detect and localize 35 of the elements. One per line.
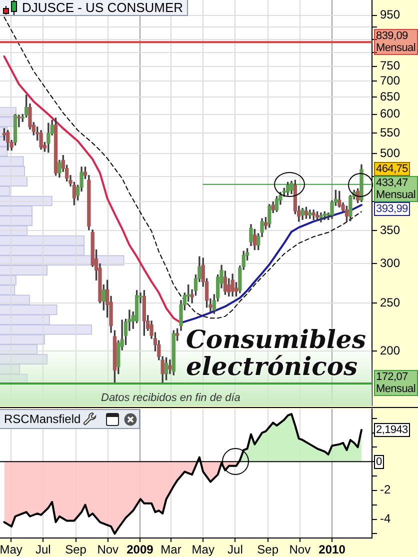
y-tick-label: -4 xyxy=(380,512,391,526)
y-tick-label: 950 xyxy=(380,8,400,22)
y-tick-label: -2 xyxy=(380,482,391,497)
annotation: Consumibles electrónicos xyxy=(186,325,367,381)
y-tick-label: 500 xyxy=(380,146,400,160)
y-tick-label: 350 xyxy=(380,222,400,237)
x-tick-label: Sep xyxy=(257,542,279,557)
ref-line-label: 172,07 Mensual xyxy=(374,370,418,396)
chart-title: RSCMansfield xyxy=(4,411,81,428)
y-tick-label: 300 xyxy=(380,256,400,270)
y-tick-label: 650 xyxy=(380,89,400,104)
x-tick-label: Sep xyxy=(65,542,87,557)
ref-line-label: 839,09 Mensual xyxy=(374,29,418,56)
x-tick-label: Jul xyxy=(228,542,243,557)
x-tick-label: Nov xyxy=(289,542,311,557)
x-tick-label: May xyxy=(192,542,214,557)
x-tick-label: May xyxy=(0,542,22,557)
y-tick-label: 700 xyxy=(380,73,400,88)
annotation: 464,75 xyxy=(374,162,410,176)
x-tick-label: Jul xyxy=(35,542,51,557)
y-tick-label: 600 xyxy=(380,106,400,121)
series-label: 433,47 Mensual xyxy=(374,176,418,202)
ref-line-label: 0 xyxy=(374,454,384,469)
y-tick-label: 750 xyxy=(380,58,400,73)
x-tick-label: Mar xyxy=(160,542,182,557)
y-tick-label: 550 xyxy=(380,125,400,140)
y-tick-label: 250 xyxy=(380,295,400,310)
annotation: 2,1943 xyxy=(374,422,410,437)
x-tick-label: Nov xyxy=(97,542,119,557)
x-tick-label: 2009 xyxy=(126,542,154,557)
annotation: 393,99 xyxy=(374,202,410,216)
y-tick-label: 200 xyxy=(380,343,400,358)
x-tick-label: 2010 xyxy=(318,542,346,557)
annotation: Datos recibidos en fin de día xyxy=(101,392,242,405)
chart-title: DJUSCE - US CONSUMER xyxy=(22,0,184,15)
